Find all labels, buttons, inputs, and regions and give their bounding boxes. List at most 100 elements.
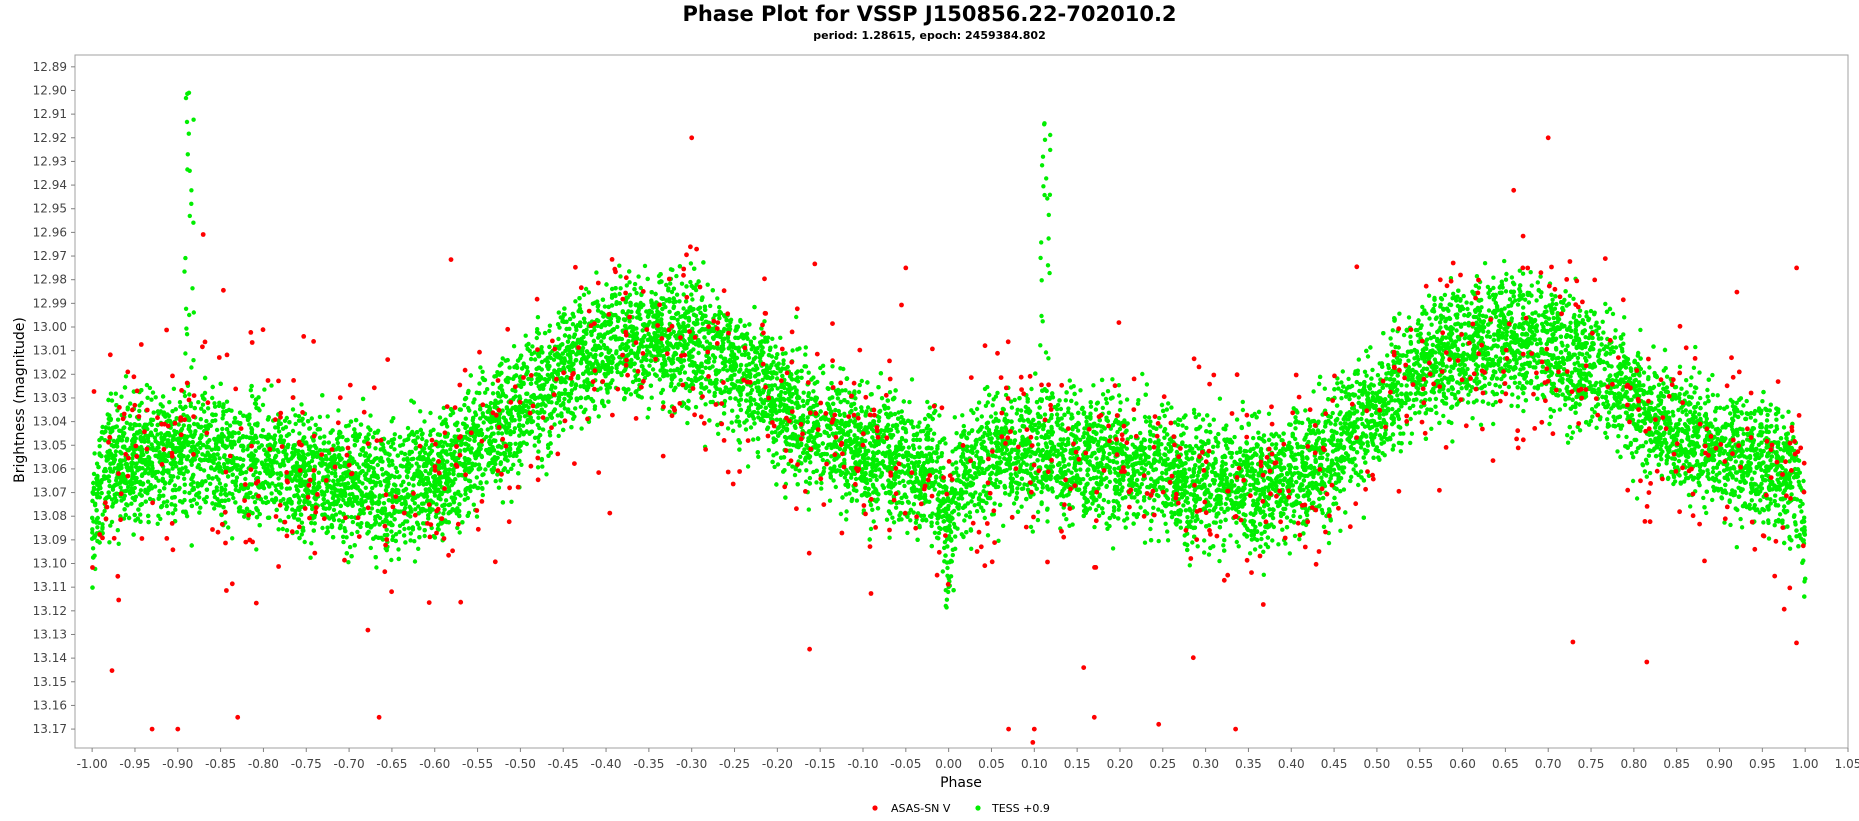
tess-point xyxy=(530,344,535,349)
tess-point xyxy=(725,377,730,383)
tess-point xyxy=(1786,409,1791,414)
tess-point xyxy=(262,387,267,392)
tess-point xyxy=(322,434,327,439)
chart-subtitle: period: 1.28615, epoch: 2459384.802 xyxy=(813,29,1046,42)
tess-point xyxy=(1646,453,1652,458)
tess-point xyxy=(1497,384,1503,389)
tess-point xyxy=(830,364,835,369)
tess-point xyxy=(198,417,203,422)
tess-point xyxy=(1571,296,1576,301)
tess-point xyxy=(1061,512,1067,517)
tess-point xyxy=(774,355,779,360)
tess-point xyxy=(1356,357,1362,362)
tess-point xyxy=(1665,389,1671,395)
tess-point xyxy=(808,460,813,465)
tess-point xyxy=(945,565,950,571)
tess-point xyxy=(956,512,961,517)
tess-point xyxy=(1733,459,1739,464)
tess-point xyxy=(1413,411,1418,416)
tess-point xyxy=(236,430,241,436)
tess-point xyxy=(420,436,425,442)
tess-point xyxy=(1107,479,1113,484)
tess-point xyxy=(1772,523,1777,528)
tess-point xyxy=(1162,435,1167,440)
tess-point xyxy=(1223,517,1228,523)
tess-point xyxy=(708,303,713,309)
tess-point xyxy=(1550,297,1555,302)
tess-point xyxy=(1216,431,1221,437)
tess-point xyxy=(1192,410,1197,416)
tess-point xyxy=(1163,521,1168,526)
tess-point xyxy=(551,357,557,362)
tess-point xyxy=(1358,445,1364,450)
tess-point xyxy=(853,476,859,482)
tess-point xyxy=(1103,396,1109,402)
tess-point xyxy=(1297,537,1302,542)
tess-point xyxy=(1435,329,1440,335)
tess-point xyxy=(579,426,584,431)
tess-point xyxy=(1509,275,1515,280)
tess-point xyxy=(1637,413,1643,418)
tess-point xyxy=(1516,395,1521,400)
tess-point xyxy=(1234,417,1240,422)
tess-point xyxy=(428,410,433,416)
tess-point xyxy=(836,408,841,414)
tess-point xyxy=(871,519,876,524)
tess-point xyxy=(97,444,102,449)
tess-point xyxy=(1185,515,1190,520)
tess-point xyxy=(1461,293,1466,299)
tess-point xyxy=(1138,430,1143,436)
tess-point xyxy=(1559,340,1564,345)
tess-point xyxy=(1180,423,1185,428)
tess-point xyxy=(547,323,553,328)
tess-point xyxy=(199,406,204,411)
tess-point xyxy=(1534,298,1539,303)
tess-point xyxy=(1521,391,1526,396)
tess-point xyxy=(187,392,192,397)
tess-point xyxy=(363,485,368,490)
tess-point xyxy=(250,495,256,500)
tess-point xyxy=(1728,411,1733,416)
tess-point xyxy=(280,526,285,532)
tess-point xyxy=(231,495,236,501)
tess-point xyxy=(964,436,970,441)
tess-point xyxy=(1554,301,1559,307)
tess-point xyxy=(801,390,806,395)
tess-point xyxy=(1659,457,1664,462)
tess-point xyxy=(917,420,922,425)
tess-point xyxy=(400,464,405,469)
tess-point xyxy=(309,416,314,421)
tess-point xyxy=(172,483,178,488)
tess-point xyxy=(276,429,282,434)
tess-point xyxy=(507,365,512,370)
tess-point xyxy=(1535,280,1541,285)
tess-point xyxy=(677,299,682,304)
tess-point xyxy=(1692,390,1697,395)
data-points xyxy=(89,90,1808,745)
tess-point xyxy=(854,498,860,503)
tess-point xyxy=(1222,509,1227,515)
tess-point xyxy=(1521,408,1526,414)
tess-point xyxy=(1040,485,1046,490)
tess-point xyxy=(1728,522,1733,528)
tess-point xyxy=(1118,400,1123,405)
tess-point xyxy=(423,468,428,474)
tess-point xyxy=(578,404,584,410)
tess-point xyxy=(214,427,220,433)
tess-point xyxy=(1588,325,1594,330)
chart-title: Phase Plot for VSSP J150856.22-702010.2 xyxy=(682,2,1177,26)
tess-point xyxy=(147,455,152,461)
tess-point xyxy=(838,511,844,517)
tess-point xyxy=(1470,416,1475,421)
tess-point xyxy=(1230,463,1235,469)
tess-point xyxy=(1068,456,1073,461)
tess-point xyxy=(1401,332,1407,338)
tess-point xyxy=(1701,495,1706,501)
tess-point xyxy=(1164,407,1170,412)
tess-point xyxy=(1433,396,1439,402)
tess-point xyxy=(1698,395,1703,401)
tess-point xyxy=(1190,540,1195,545)
tess-point xyxy=(1028,454,1033,459)
tess-point xyxy=(906,445,912,450)
